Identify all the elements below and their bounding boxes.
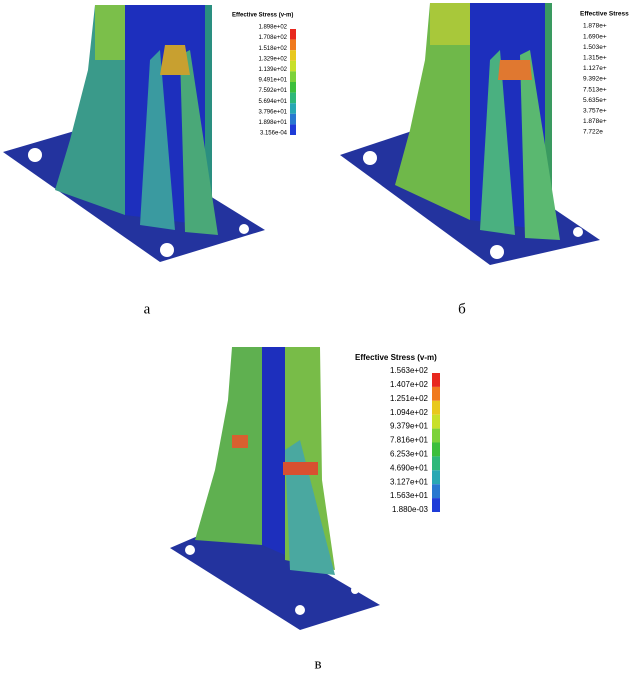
legend-value: 1.251e+02 bbox=[390, 394, 429, 403]
legend-swatch bbox=[290, 50, 296, 61]
legend-value: 3.127e+01 bbox=[390, 477, 429, 486]
legend-value: 7.722e bbox=[583, 129, 603, 136]
legend-value: 5.694e+01 bbox=[258, 99, 287, 105]
legend-swatch bbox=[290, 71, 296, 82]
legend-value: 1.878e+ bbox=[583, 118, 607, 125]
legend-title: Effective Stress (v-m) bbox=[232, 13, 293, 19]
caption: в bbox=[314, 656, 321, 672]
legend-value: 7.816e+01 bbox=[390, 436, 429, 445]
legend-value: 1.898e+02 bbox=[258, 25, 287, 31]
caption: б bbox=[458, 301, 466, 317]
legend-swatch bbox=[290, 39, 296, 51]
legend-value: 3.796e+01 bbox=[258, 109, 287, 115]
legend-swatch bbox=[290, 113, 296, 125]
legend-swatch bbox=[432, 414, 440, 429]
legend-value: 1.690e+ bbox=[583, 33, 607, 40]
legend-swatch bbox=[432, 373, 440, 387]
legend-value: 3.757e+ bbox=[583, 108, 607, 115]
model-a bbox=[3, 5, 265, 262]
legend-swatch bbox=[432, 428, 440, 443]
legend-swatch bbox=[290, 82, 296, 93]
legend-value: 9.392e+ bbox=[583, 76, 607, 83]
legend-swatch bbox=[432, 442, 440, 457]
legend-title: Effective Stress bbox=[580, 11, 629, 18]
legend-value: 1.503e+ bbox=[583, 44, 607, 51]
legend-swatch bbox=[432, 400, 440, 415]
legend-value: 1.898e+01 bbox=[258, 120, 287, 126]
legend-swatch bbox=[432, 456, 440, 471]
legend-title: Effective Stress (v-m) bbox=[355, 353, 437, 362]
legend-value: 1.708e+02 bbox=[258, 35, 287, 41]
legend-value: 9.491e+01 bbox=[258, 78, 287, 84]
legend-value: 1.878e+ bbox=[583, 23, 607, 30]
model-b bbox=[340, 3, 600, 265]
legend-value: 5.635e+ bbox=[583, 97, 607, 104]
legend-value: 1.518e+02 bbox=[258, 46, 287, 52]
legend-value: 1.329e+02 bbox=[258, 56, 287, 62]
legend-swatch bbox=[290, 60, 296, 72]
legend-swatch bbox=[432, 386, 440, 401]
legend-value: 3.156e-04 bbox=[260, 131, 288, 137]
caption: а bbox=[144, 301, 151, 317]
legend-swatch bbox=[290, 92, 296, 104]
legend-value: 1.407e+02 bbox=[390, 380, 429, 389]
legend-value: 7.513e+ bbox=[583, 86, 607, 93]
legend-swatch bbox=[290, 103, 296, 114]
legend-value: 4.690e+01 bbox=[390, 463, 429, 472]
legend-value: 1.315e+ bbox=[583, 55, 607, 62]
legend-value: 6.253e+01 bbox=[390, 450, 429, 459]
legend-value: 1.563e+01 bbox=[390, 491, 429, 500]
legend-swatch bbox=[432, 498, 440, 512]
legend-value: 1.563e+02 bbox=[390, 366, 429, 375]
legend-swatch bbox=[290, 29, 296, 40]
legend-value: 1.094e+02 bbox=[390, 408, 429, 417]
legend-swatch bbox=[432, 470, 440, 485]
legend-value: 7.592e+01 bbox=[258, 88, 287, 94]
model-c bbox=[170, 347, 380, 630]
legend-swatch bbox=[290, 124, 296, 135]
legend-value: 9.379e+01 bbox=[390, 422, 429, 431]
legend-value: 1.880e-03 bbox=[392, 505, 429, 514]
legend-value: 1.127e+ bbox=[583, 65, 607, 72]
legend-swatch bbox=[432, 484, 440, 499]
legend-value: 1.139e+02 bbox=[258, 67, 287, 73]
